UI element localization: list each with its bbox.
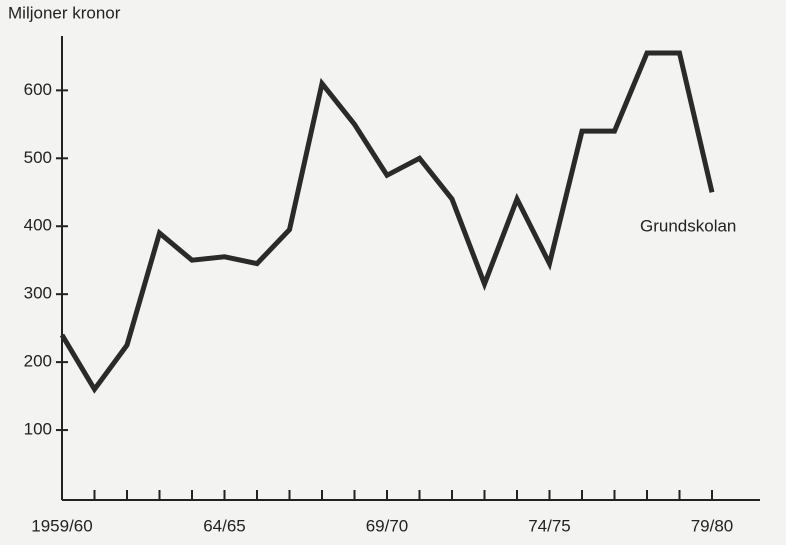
series-label: Grundskolan <box>640 216 736 235</box>
line <box>59 50 715 394</box>
y-tick-label: 400 <box>24 216 52 235</box>
y-axis-label: Miljoner kronor <box>8 3 121 22</box>
x-tick-label: 74/75 <box>528 516 571 535</box>
x-tick-label: 79/80 <box>691 516 734 535</box>
x-tick-label: 64/65 <box>203 516 246 535</box>
y-tick-label: 100 <box>24 420 52 439</box>
x-tick-label: 69/70 <box>366 516 409 535</box>
y-tick-label: 200 <box>24 352 52 371</box>
y-tick-label: 600 <box>24 80 52 99</box>
y-tick-label: 300 <box>24 284 52 303</box>
x-tick-label: 1959/60 <box>31 516 92 535</box>
y-tick-label: 500 <box>24 148 52 167</box>
